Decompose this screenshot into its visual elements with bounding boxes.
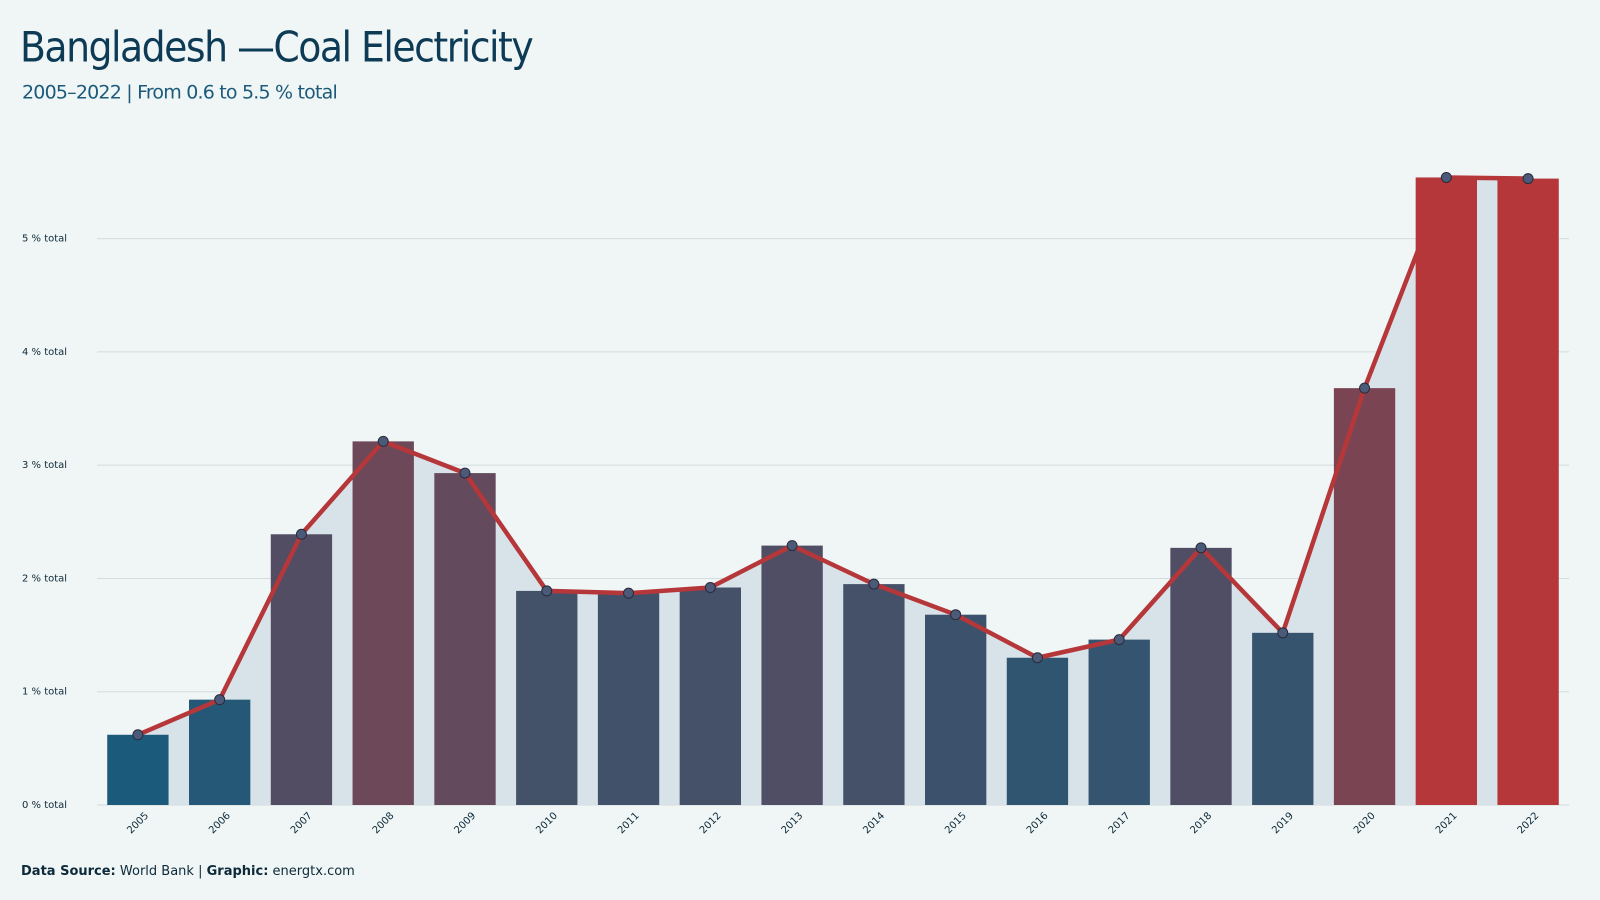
- point: [868, 578, 880, 590]
- point: [1277, 627, 1289, 639]
- chart-title: Bangladesh —Coal Electricity: [20, 23, 533, 72]
- point: [950, 609, 962, 621]
- graphic: energtx.com: [273, 864, 355, 879]
- point: [132, 729, 144, 741]
- footer: Data Source: World Bank | Graphic: energ…: [21, 864, 355, 879]
- source: World Bank: [120, 864, 195, 879]
- bar: [107, 734, 169, 805]
- bar: [1088, 639, 1150, 805]
- graphic-label: Graphic:: [207, 864, 269, 879]
- point: [623, 587, 635, 599]
- separator: |: [198, 864, 202, 879]
- y-tick-label: 3 % total: [22, 460, 67, 471]
- point: [786, 540, 798, 552]
- bar: [1170, 547, 1232, 805]
- y-tick-label: 2 % total: [22, 573, 67, 584]
- chart-subtitle: 2005–2022 | From 0.6 to 5.5 % total: [22, 82, 337, 104]
- y-tick-label: 5 % total: [22, 234, 67, 245]
- point: [377, 435, 389, 447]
- bar: [761, 545, 823, 805]
- y-tick-label: 0 % total: [22, 800, 67, 811]
- bar: [1252, 632, 1314, 805]
- point: [1195, 542, 1207, 554]
- bar: [352, 441, 414, 805]
- point: [1113, 634, 1125, 646]
- point: [541, 585, 553, 597]
- point: [704, 582, 716, 594]
- bar: [843, 584, 905, 805]
- line: [137, 175, 1529, 737]
- point: [459, 467, 471, 479]
- point: [1031, 652, 1043, 664]
- bar: [1415, 177, 1477, 805]
- bar: [679, 587, 741, 805]
- bar: [516, 590, 578, 805]
- bar: [189, 699, 251, 805]
- bar: [1333, 388, 1396, 805]
- source-label: Data Source:: [21, 864, 116, 879]
- point: [1440, 171, 1452, 183]
- bar: [1497, 178, 1559, 806]
- bar: [1006, 657, 1069, 805]
- bar: [597, 593, 660, 805]
- point: [1522, 173, 1534, 185]
- point: [1359, 382, 1371, 394]
- bar: [925, 614, 987, 805]
- bar: [434, 473, 496, 805]
- y-tick-label: 4 % total: [22, 347, 67, 358]
- point: [295, 528, 307, 540]
- y-tick-label: 1 % total: [22, 687, 67, 698]
- point: [214, 694, 226, 706]
